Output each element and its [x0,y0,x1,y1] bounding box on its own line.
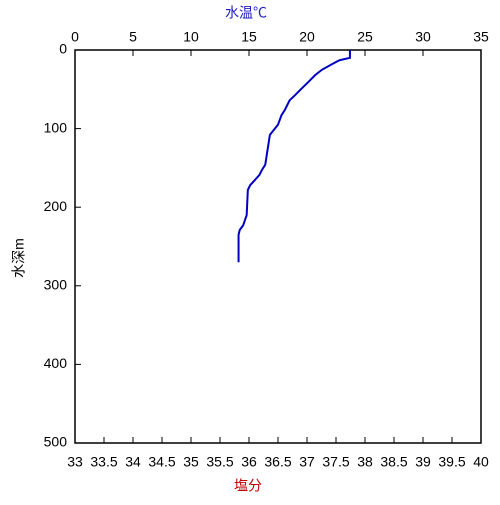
top-tick-label: 15 [241,29,257,45]
bottom-tick-label: 34 [125,454,141,470]
top-tick-label: 10 [183,29,199,45]
y-tick-label: 0 [59,41,67,57]
bottom-axis-title: 塩分 [234,478,262,494]
bottom-tick-label: 39.5 [438,454,465,470]
top-tick-label: 5 [129,29,137,45]
bottom-tick-label: 38.5 [380,454,407,470]
bottom-tick-label: 37 [299,454,315,470]
bottom-tick-label: 36.5 [264,454,291,470]
y-tick-label: 400 [44,355,68,371]
top-axis-title: 水温℃ [225,5,267,21]
top-tick-label: 0 [71,29,79,45]
top-tick-label: 30 [415,29,431,45]
bottom-tick-label: 35 [183,454,199,470]
y-tick-label: 300 [44,277,68,293]
bottom-tick-label: 39 [415,454,431,470]
y-tick-label: 200 [44,198,68,214]
profile-line [237,50,351,263]
bottom-tick-label: 35.5 [206,454,233,470]
bottom-tick-label: 34.5 [148,454,175,470]
y-axis-title: 水深m [11,238,27,278]
top-tick-label: 25 [357,29,373,45]
top-tick-label: 20 [299,29,315,45]
top-tick-label: 35 [473,29,489,45]
bottom-tick-label: 33.5 [90,454,117,470]
y-tick-label: 100 [44,119,68,135]
plot-frame [74,49,482,444]
bottom-tick-label: 37.5 [322,454,349,470]
bottom-tick-label: 40 [473,454,489,470]
bottom-tick-label: 33 [67,454,83,470]
bottom-tick-label: 38 [357,454,373,470]
y-tick-label: 500 [44,434,68,450]
bottom-tick-label: 36 [241,454,257,470]
